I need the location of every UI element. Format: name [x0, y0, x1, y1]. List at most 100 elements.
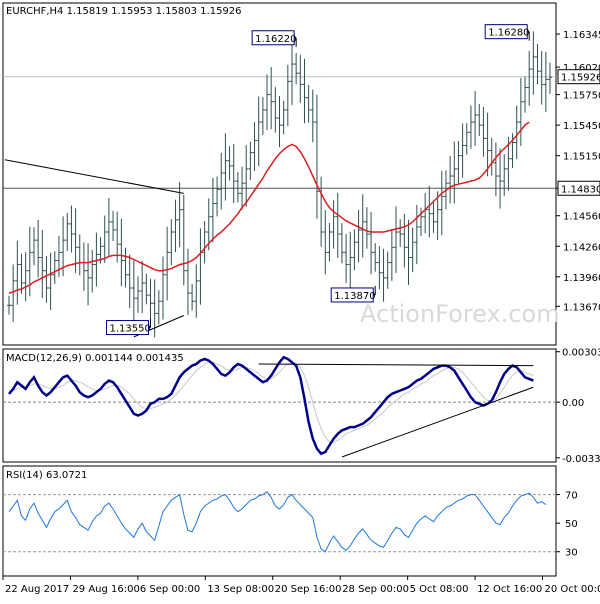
price-bar [314, 94, 319, 219]
price-bar [381, 248, 386, 302]
price-bar [523, 76, 528, 113]
price-bar [481, 106, 486, 157]
price-bar [373, 243, 378, 272]
price-bar [402, 213, 407, 268]
price-bar [65, 212, 70, 252]
price-bar [439, 170, 444, 236]
price-bar [460, 123, 465, 178]
price-panel-frame [2, 2, 557, 346]
price-bar [489, 137, 494, 176]
price-bar [119, 218, 124, 287]
price-bar [456, 141, 461, 184]
price-bar [123, 247, 128, 288]
price-bar [127, 254, 132, 309]
x-tick-label: 22 Aug 2017 [5, 584, 69, 595]
price-bar [69, 205, 74, 253]
price-y-tick-label: 1.15150 [563, 152, 600, 163]
price-bar [165, 226, 170, 301]
price-annotation-box [330, 287, 374, 303]
price-bar [327, 222, 332, 262]
price-bar [539, 51, 544, 105]
rsi-y-axis: 70 50 30 [556, 491, 578, 559]
macd-y-axis: 0.003036 0.00 -0.003347 [556, 348, 600, 465]
price-annotation-label: 1.13550 [109, 324, 150, 335]
price-bar [260, 97, 265, 135]
price-bar [244, 145, 249, 207]
price-bar [210, 177, 215, 243]
price-bar [473, 91, 478, 146]
price-bar [194, 264, 199, 318]
price-bar [19, 253, 24, 294]
price-bar [356, 209, 361, 263]
price-bar [160, 256, 165, 320]
price-y-tick-label: 1.13670 [563, 302, 600, 313]
price-bar [418, 207, 423, 237]
price-bar [52, 251, 57, 284]
price-bar [198, 228, 203, 305]
price-annotation: 1.13550 [105, 318, 151, 336]
price-y-tick-label: 1.15750 [563, 91, 600, 102]
price-bar [81, 242, 86, 291]
rsi-level-lines [3, 494, 556, 553]
price-bar [339, 223, 344, 264]
price-bar [273, 87, 278, 133]
macd-main-line [8, 355, 534, 456]
price-bar [285, 64, 290, 127]
price-bar [223, 133, 228, 201]
horizontal-level-label-text: 1.14830 [561, 184, 600, 195]
price-annotation-label: 1.16280 [488, 28, 529, 39]
macd-y-tick-label: -0.003347 [562, 454, 600, 465]
price-bar [414, 204, 419, 265]
moving-average-line [8, 121, 530, 294]
price-bar [310, 89, 315, 143]
price-bar [86, 243, 91, 306]
price-bar [15, 240, 20, 305]
last-price-label-text: 1.15926 [561, 73, 600, 84]
price-bar [323, 210, 328, 275]
price-bar [385, 251, 390, 289]
price-bar [7, 296, 11, 315]
price-bar [464, 123, 469, 155]
price-bar [452, 141, 457, 204]
price-bar [335, 192, 340, 258]
price-bar [369, 212, 374, 275]
price-panel: ActionForex.com 1.162201.135501.138701.1… [2, 2, 600, 346]
rsi-panel-frame [2, 465, 557, 577]
price-bar [44, 256, 49, 303]
price-bar [36, 220, 41, 278]
price-bar [11, 264, 16, 322]
price-bar [352, 229, 357, 271]
macd-trendline [258, 363, 534, 367]
macd-header: MACD(12,26,9) 0.001144 0.001435 [6, 353, 184, 364]
price-bar [506, 136, 511, 191]
price-bar [102, 215, 107, 263]
price-bar [468, 105, 473, 149]
price-bar [106, 198, 111, 256]
price-annotation-label: 1.13870 [334, 291, 375, 302]
price-bar [190, 283, 195, 311]
x-tick-label: 29 Aug 16:00 [72, 584, 139, 595]
x-tick-label: 6 Sep 00:00 [140, 584, 200, 595]
price-bar [231, 143, 236, 204]
price-bar [377, 246, 382, 290]
price-annotation: 1.13870 [330, 285, 376, 303]
price-bar [181, 194, 186, 286]
price-bar [265, 74, 270, 131]
price-bar [277, 96, 282, 148]
price-y-axis: 1.16345 1.16020 1.15750 1.15450 1.15150 1.148… [556, 30, 600, 313]
price-bar [156, 290, 161, 325]
price-bar [144, 273, 149, 305]
price-bar [389, 228, 394, 281]
price-bar [514, 105, 519, 159]
price-bar [252, 122, 257, 171]
price-y-tick-label: 1.16020 [563, 63, 600, 74]
price-bar [498, 148, 503, 209]
price-bar [215, 176, 220, 217]
x-tick-label: 20 Sep 16:00 [275, 584, 342, 595]
horizontal-level-label: 1.14830 [557, 180, 600, 196]
watermark: ActionForex.com [360, 300, 560, 328]
rsi-panel: RSI(14) 63.0721 70 50 30 [2, 465, 578, 577]
price-bar [136, 276, 141, 313]
price-bar [48, 252, 53, 310]
